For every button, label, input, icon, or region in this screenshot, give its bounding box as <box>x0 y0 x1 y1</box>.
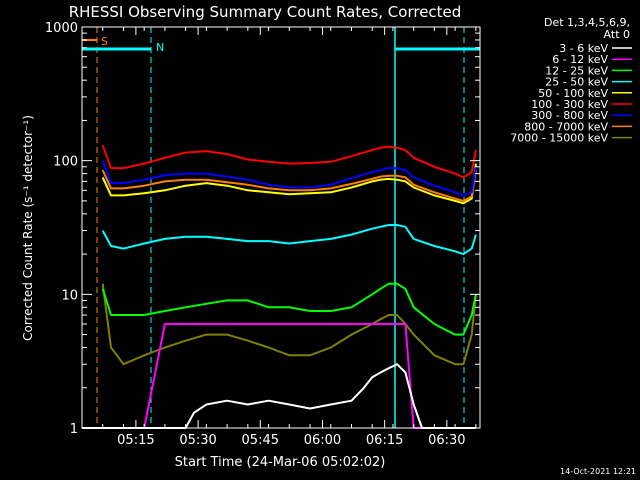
y-tick-label: 10 <box>61 288 78 303</box>
legend-entry-label: 12 - 25 keV <box>545 64 608 77</box>
series-line-12-25-kev <box>101 282 477 336</box>
series-line-300-800-kev <box>101 160 477 197</box>
x-tick-label: 05:45 <box>242 433 279 448</box>
series-layer <box>82 145 477 429</box>
plot-frame <box>81 26 481 429</box>
axis-ticks: 05:15 05:30 05:45 06:00 06:15 06:30 1 10 100 1000 <box>45 21 480 448</box>
y-tick-label: 1 <box>70 422 78 437</box>
footer-timestamp: 14-Oct-2021 12:21 <box>560 467 636 476</box>
legend-entry-label: 7000 - 15000 keV <box>510 132 608 145</box>
series-line-7000-15000-kev <box>101 283 477 366</box>
y-tick-label: 100 <box>53 155 78 170</box>
legend-header-line-2: Att 0 <box>604 28 630 41</box>
x-axis-label: Start Time (24-Mar-06 05:02:02) <box>175 455 386 470</box>
series-line-3-6-kev <box>82 363 476 429</box>
legend-entry-label: 800 - 7000 keV <box>524 120 608 133</box>
legend-entry-label: 6 - 12 keV <box>552 53 608 66</box>
legend-entry-label: 25 - 50 keV <box>545 76 608 89</box>
series-line-100-300-kev <box>101 145 477 179</box>
y-axis-label: Corrected Count Rate (s⁻¹ detector⁻¹) <box>21 115 35 341</box>
series-line-800-7000-kev <box>101 169 477 202</box>
x-tick-label: 05:15 <box>117 433 154 448</box>
x-tick-label: 06:30 <box>428 433 465 448</box>
legend-entry-label: 300 - 800 keV <box>531 109 608 122</box>
chart-title: RHESSI Observing Summary Count Rates, Co… <box>69 3 462 21</box>
series-line-25-50-kev <box>101 224 477 256</box>
legend-header-line-1: Det 1,3,4,5,6,9, <box>544 16 630 29</box>
legend-entry-label: 100 - 300 keV <box>531 98 608 111</box>
x-tick-label: 06:00 <box>304 433 341 448</box>
night-annotation: N <box>156 41 164 54</box>
series-line-50-100-kev <box>101 163 477 205</box>
x-tick-label: 06:15 <box>366 433 403 448</box>
saa-annotation: S <box>101 35 108 48</box>
legend-entry-label: 3 - 6 keV <box>559 42 608 55</box>
legend-entry-label: 50 - 100 keV <box>538 87 608 100</box>
x-tick-label: 05:30 <box>179 433 216 448</box>
y-tick-label: 1000 <box>45 21 78 36</box>
